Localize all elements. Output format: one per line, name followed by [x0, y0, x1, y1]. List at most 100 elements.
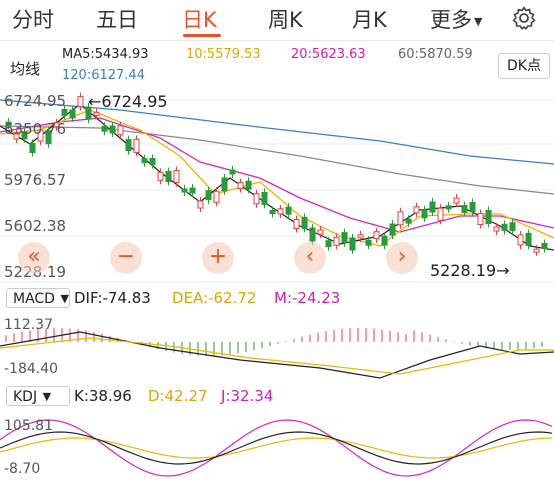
tab-yuek[interactable]: 月K: [352, 8, 387, 32]
candle-body: [133, 138, 140, 153]
candle-body: [85, 106, 92, 120]
candle-body: [181, 188, 188, 193]
ma20-value: 20:5623.63: [291, 47, 366, 62]
candle-body: [437, 207, 444, 221]
macd-selector-label[interactable]: MACD: [13, 291, 55, 307]
candle-body: [93, 111, 100, 116]
low-price-marker: 5228.19→: [430, 261, 510, 280]
kdj-chart[interactable]: [0, 410, 554, 484]
candle-body: [109, 125, 116, 134]
candle-body: [493, 226, 500, 232]
dk-button[interactable]: DK点: [498, 53, 550, 79]
price-axis-label: 6724.95: [4, 92, 67, 110]
candle-body: [389, 223, 396, 236]
candle-body: [213, 190, 220, 203]
ma10-value: 10:5579.53: [186, 47, 261, 62]
zoom-out-button[interactable]: −: [110, 242, 142, 274]
macd-dif-line: [0, 331, 554, 379]
macd-header: MACD ▼ DIF:-74.83 DEA:-62.72 M:-24.23: [0, 287, 554, 309]
candle-body: [125, 139, 132, 152]
candle-body: [373, 231, 380, 240]
tab-fenshi[interactable]: 分时: [12, 8, 54, 32]
candle-body: [413, 206, 420, 214]
macd-dif: DIF:-74.83: [74, 289, 151, 307]
candle-body: [477, 213, 484, 225]
candle-body: [357, 234, 364, 239]
candlestick-chart[interactable]: [0, 86, 554, 284]
candle-body: [237, 182, 244, 190]
macd-selector[interactable]: MACD ▼: [6, 288, 70, 308]
kdj-header: KDJ ▼ K:38.96 D:42.27 J:32.34: [0, 385, 554, 407]
candle-body: [37, 129, 44, 142]
candle-body: [245, 180, 252, 190]
candle-body: [277, 208, 284, 215]
period-tabs: 分时 五日 日K 周K 月K 更多 ▼: [0, 0, 554, 38]
candle-body: [149, 158, 156, 165]
tab-rik[interactable]: 日K: [182, 8, 217, 32]
candle-body: [325, 240, 332, 248]
active-tab-indicator: [183, 34, 221, 37]
candle-body: [157, 171, 164, 181]
candle-body: [261, 191, 268, 205]
caret-down-icon: ▼: [474, 14, 483, 28]
candle-body: [541, 243, 548, 249]
kdj-k: K:38.96: [74, 387, 132, 405]
candle-body: [221, 177, 228, 192]
candle-body: [229, 169, 236, 175]
zoom-in-button[interactable]: +: [202, 242, 234, 274]
tab-zhouk[interactable]: 周K: [268, 8, 303, 32]
scroll-right-button[interactable]: ›: [386, 242, 418, 274]
candle-body: [341, 232, 348, 244]
tab-more[interactable]: 更多 ▼: [430, 4, 482, 34]
junxian-label[interactable]: 均线: [10, 60, 41, 78]
kdj-d-line: [0, 437, 553, 459]
candle-body: [485, 210, 492, 224]
ma120-value: 120:6127.44: [62, 68, 145, 83]
ma60-line: [0, 125, 554, 195]
candle-body: [429, 201, 436, 213]
candle-body: [533, 248, 540, 253]
scroll-left-button[interactable]: ‹: [294, 242, 326, 274]
candle-body: [269, 210, 276, 214]
candle-body: [61, 108, 68, 116]
scroll-left-fast-button[interactable]: «: [18, 242, 50, 274]
price-axis-label: 5602.38: [4, 217, 67, 235]
macd-chart[interactable]: [0, 312, 554, 382]
macd-axis-top: 112.37: [4, 317, 53, 333]
candle-body: [501, 223, 508, 231]
candle-body: [397, 211, 404, 226]
kdj-d: D:42.27: [148, 387, 208, 405]
candle-body: [365, 239, 372, 246]
candle-body: [53, 122, 60, 128]
candle-body: [165, 171, 172, 182]
tab-wuri[interactable]: 五日: [96, 8, 138, 32]
candle-body: [189, 187, 196, 194]
tab-more-label[interactable]: 更多: [430, 8, 472, 32]
ma5-value: MA5:5434.93: [62, 47, 149, 62]
candle-body: [509, 222, 516, 232]
candle-body: [349, 237, 356, 251]
candle-body: [525, 232, 532, 246]
candle-body: [293, 219, 300, 229]
candle-body: [317, 229, 324, 235]
kdj-selector[interactable]: KDJ ▼: [6, 386, 70, 406]
price-axis-label: 5976.57: [4, 171, 67, 189]
candle-body: [309, 227, 316, 242]
kdj-j: J:32.34: [221, 387, 274, 405]
candle-body: [333, 236, 340, 246]
high-price-marker: ←6724.95: [88, 92, 168, 111]
gear-icon[interactable]: [512, 6, 536, 30]
candle-body: [285, 206, 292, 215]
candle-body: [29, 143, 36, 153]
candle-body: [445, 205, 452, 210]
candle-body: [301, 216, 308, 229]
kdj-selector-label[interactable]: KDJ: [13, 389, 38, 405]
macd-m: M:-24.23: [274, 289, 341, 307]
candle-body: [517, 234, 524, 246]
candle-body: [381, 235, 388, 246]
caret-down-icon: ▼: [56, 292, 69, 305]
candle-body: [21, 131, 28, 140]
candle-body: [453, 197, 460, 204]
candle-body: [205, 190, 212, 201]
macd-dea: DEA:-62.72: [172, 289, 257, 307]
